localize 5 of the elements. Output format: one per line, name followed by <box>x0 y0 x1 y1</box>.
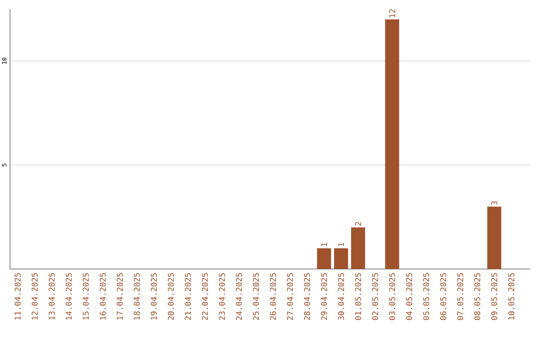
bar <box>385 19 400 269</box>
bar <box>351 227 366 269</box>
bar <box>334 248 348 269</box>
bar <box>487 206 502 269</box>
bar <box>317 248 332 269</box>
